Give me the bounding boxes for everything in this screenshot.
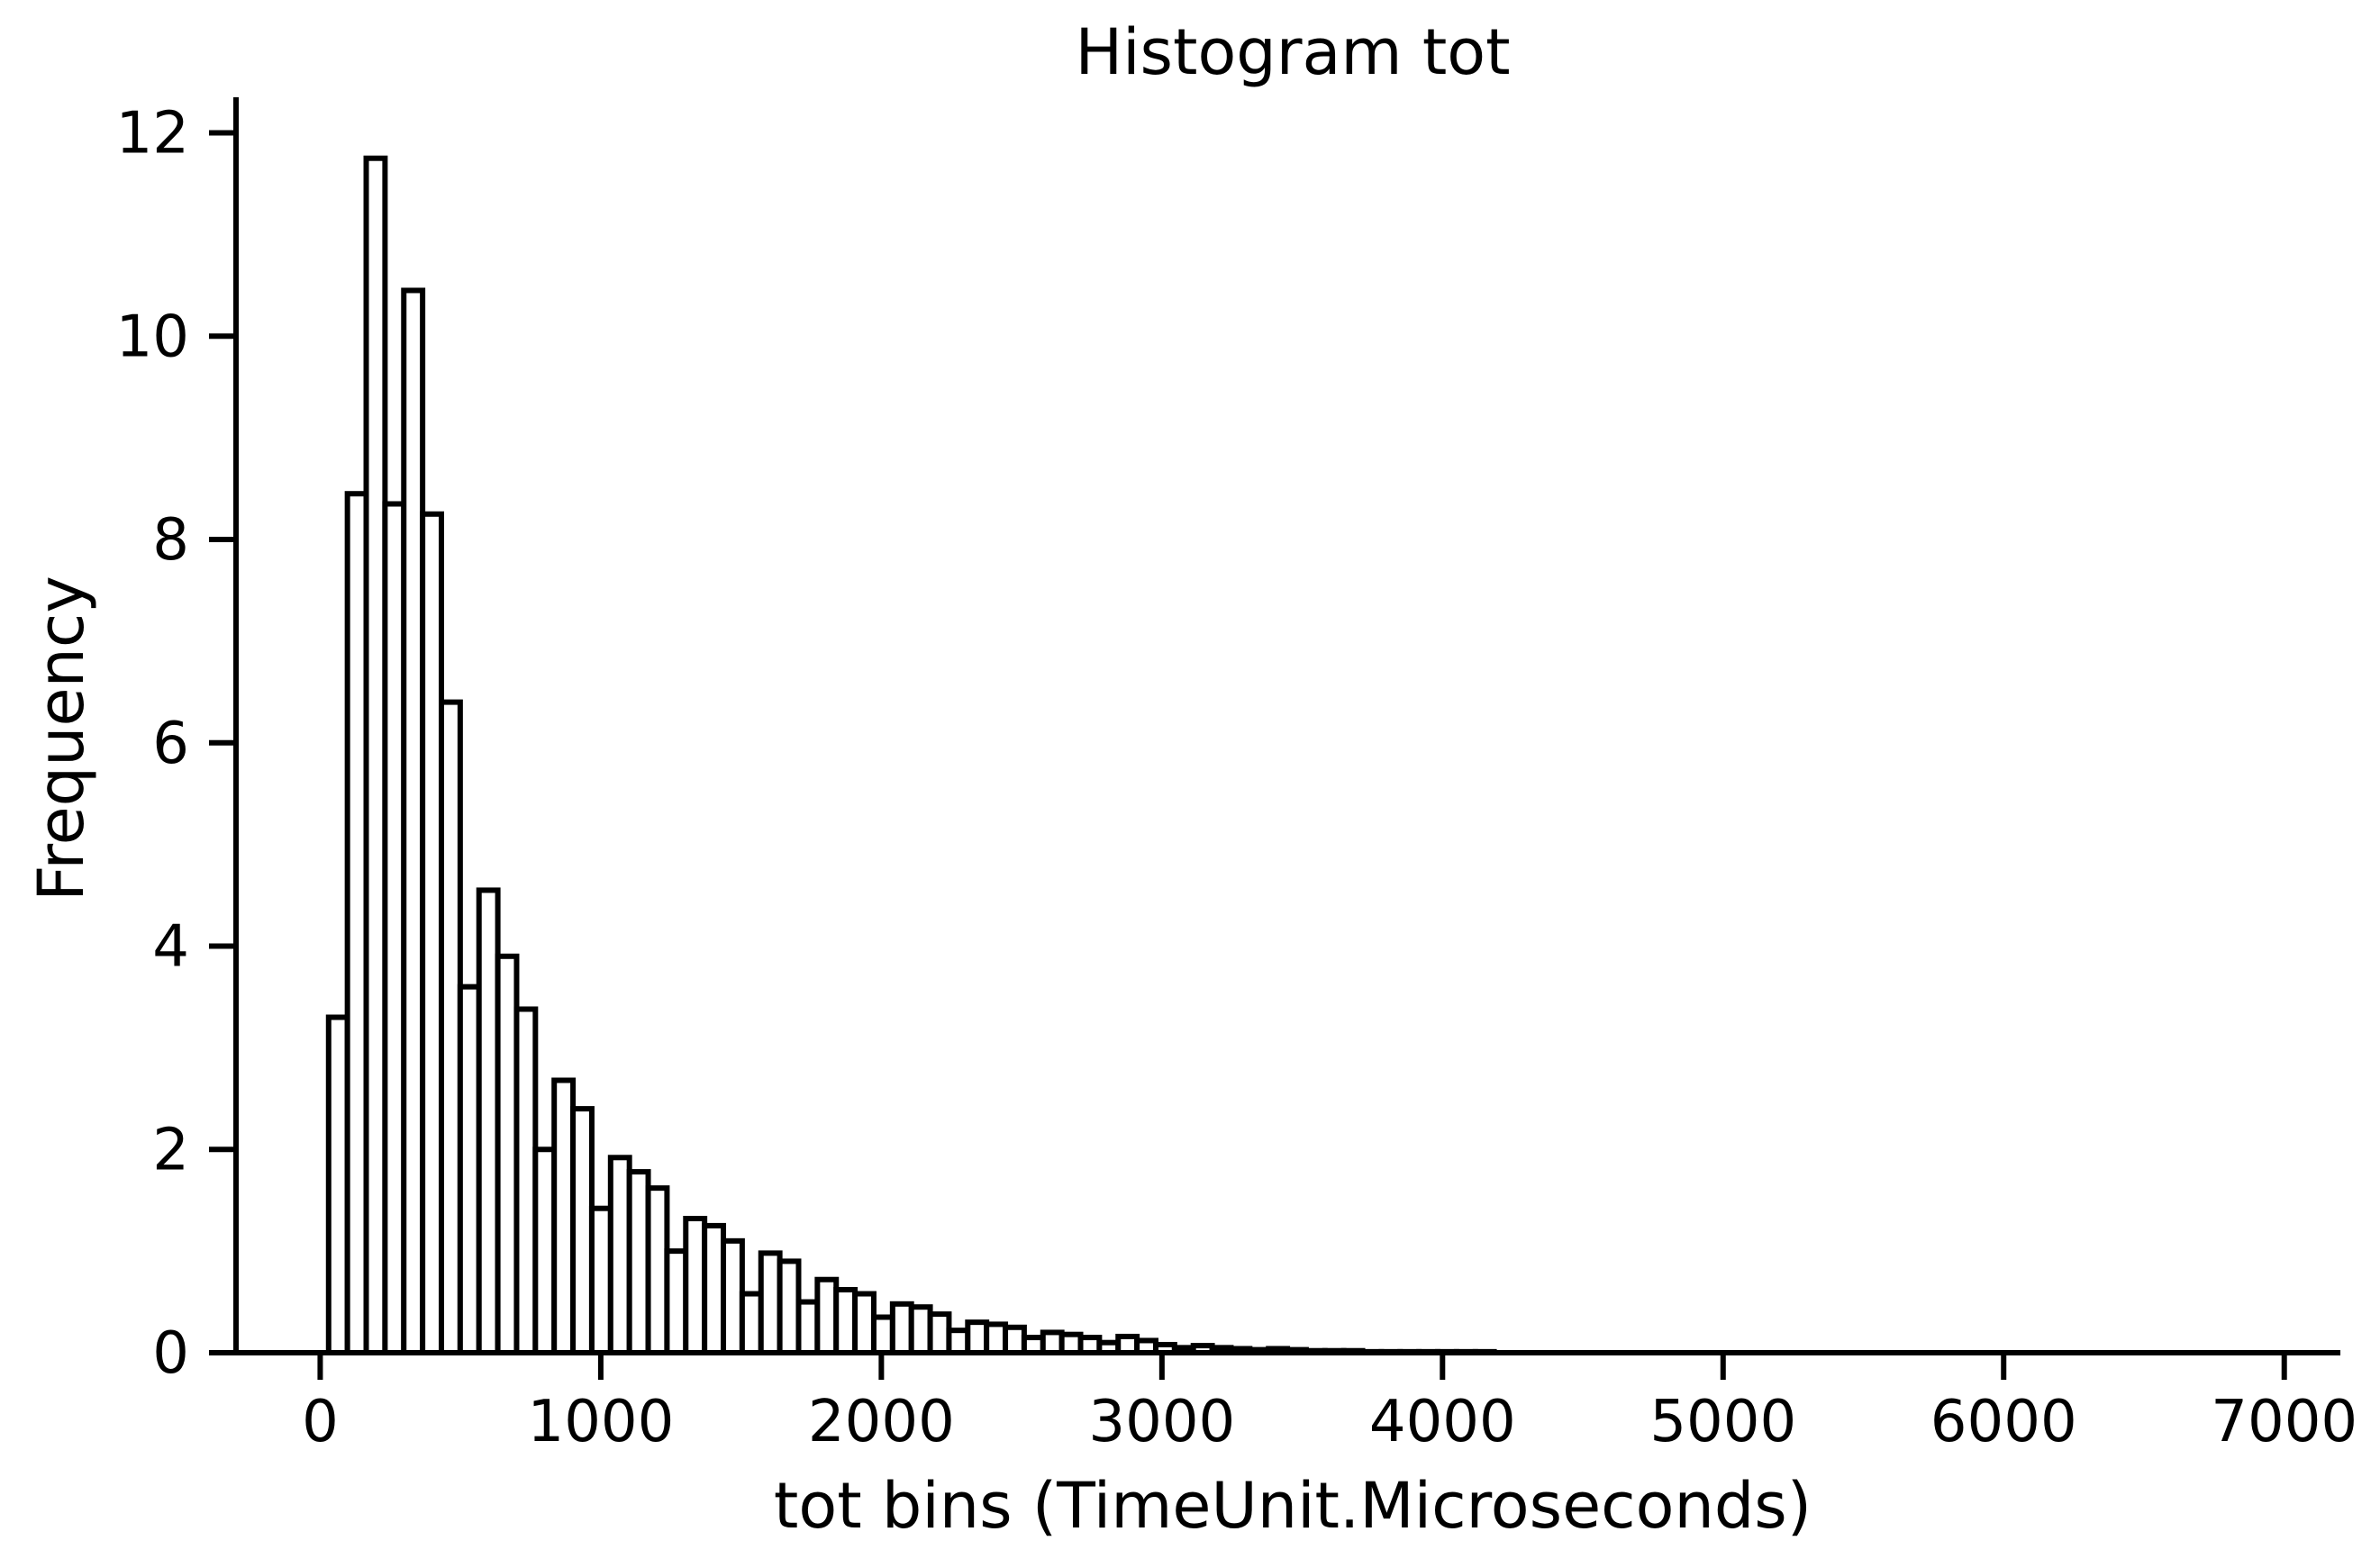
histogram-bar [438, 699, 463, 1355]
y-tick-label: 8 [152, 507, 189, 574]
histogram-bar [382, 501, 407, 1355]
x-tick-label: 3000 [1088, 1389, 1235, 1455]
histogram-bar [607, 1155, 632, 1356]
histogram-bar [476, 887, 501, 1355]
y-tick-label: 0 [152, 1320, 189, 1387]
histogram-bar [1003, 1324, 1027, 1355]
histogram-bar [852, 1291, 877, 1356]
y-tick-label: 10 [116, 304, 189, 370]
y-axis-label: Frequency [24, 576, 98, 902]
histogram-bar [777, 1258, 802, 1356]
histogram-bar [513, 1006, 539, 1356]
histogram-bar [758, 1250, 783, 1356]
histogram-bar [645, 1185, 670, 1355]
x-tick-label: 5000 [1649, 1389, 1796, 1455]
histogram-bar [927, 1311, 952, 1355]
histogram-bar [457, 983, 482, 1356]
histogram-bar [325, 1014, 350, 1355]
histogram-bar [495, 953, 520, 1355]
histogram-bar [721, 1237, 745, 1355]
histogram-bar [401, 287, 426, 1355]
histogram-bar [984, 1321, 1009, 1355]
histogram-bar [363, 155, 388, 1355]
histogram-bar [833, 1287, 858, 1356]
x-tick-label: 2000 [808, 1389, 955, 1455]
y-tick-label: 6 [152, 711, 189, 777]
histogram-bar [870, 1314, 895, 1355]
histogram-bar [420, 511, 444, 1355]
histogram-bar [588, 1205, 613, 1356]
histogram-bar [551, 1077, 577, 1355]
histogram-bar [795, 1299, 821, 1355]
histogram-bar [814, 1276, 840, 1355]
histogram-bar [739, 1291, 764, 1356]
y-tick-label: 12 [116, 101, 189, 168]
histogram-bar [664, 1248, 689, 1355]
histogram-bar [965, 1319, 990, 1356]
histogram-bar [1040, 1329, 1065, 1355]
y-tick-label: 4 [152, 914, 189, 981]
x-tick-label: 7000 [2211, 1389, 2357, 1455]
histogram-bar [532, 1147, 558, 1355]
y-tick-label: 2 [152, 1117, 189, 1183]
chart-title: Histogram tot [1075, 15, 1510, 89]
histogram-bar [908, 1304, 933, 1355]
histogram-bar [626, 1169, 651, 1355]
histogram-bar [702, 1222, 727, 1355]
histogram-bar [946, 1328, 971, 1355]
histogram-bar [344, 491, 369, 1355]
histogram-bars [325, 155, 1497, 1356]
x-axis-ticks: 0 1000 2000 3000 4000 5000 6000 7000 [302, 1353, 2357, 1455]
histogram-bar [570, 1106, 595, 1355]
x-tick-label: 1000 [527, 1389, 674, 1455]
x-tick-label: 6000 [1930, 1389, 2077, 1455]
axes [233, 97, 2340, 1355]
x-axis-label: tot bins (TimeUnit.Microseconds) [774, 1469, 1812, 1543]
x-tick-label: 4000 [1369, 1389, 1516, 1455]
histogram-bar [683, 1216, 708, 1355]
histogram-bar [889, 1301, 914, 1355]
x-tick-label: 0 [302, 1389, 339, 1455]
histogram-bar [1058, 1331, 1084, 1356]
y-axis-ticks: 0 2 4 6 8 10 12 [116, 101, 236, 1387]
